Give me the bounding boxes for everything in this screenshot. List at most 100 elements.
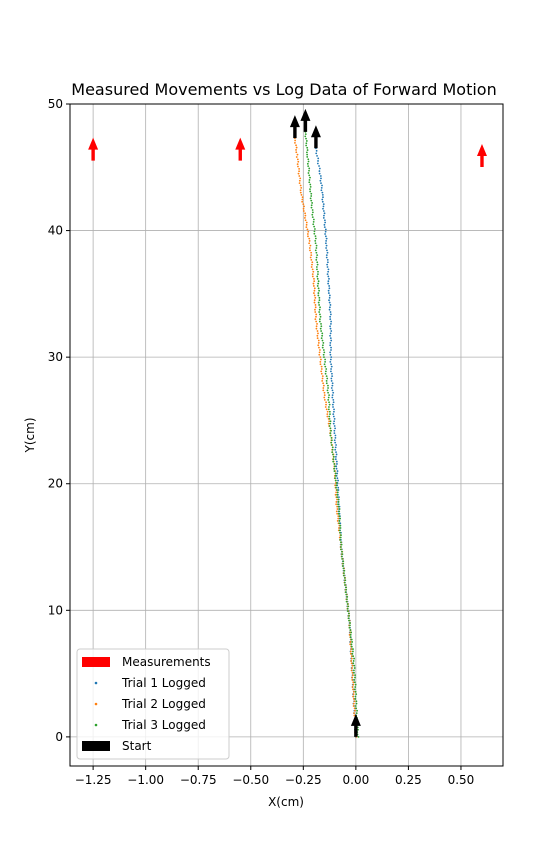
data-point: [329, 344, 332, 347]
data-point: [329, 318, 332, 321]
data-point: [352, 662, 355, 665]
series-trial-3: [304, 130, 360, 738]
data-point: [314, 228, 316, 230]
data-point: [331, 384, 334, 387]
data-point: [307, 160, 310, 163]
data-point: [311, 216, 314, 219]
data-point: [321, 379, 324, 382]
data-point: [337, 486, 340, 489]
data-point: [345, 600, 348, 603]
data-point: [316, 275, 319, 278]
data-point: [354, 695, 357, 698]
data-point: [316, 261, 319, 264]
data-point: [330, 436, 333, 439]
data-point: [313, 289, 316, 292]
data-point: [329, 427, 332, 430]
data-point: [336, 505, 339, 508]
start-arrow: [310, 125, 321, 149]
data-point: [321, 334, 324, 337]
x-tick-label: −0.50: [232, 773, 269, 787]
data-point: [335, 444, 337, 446]
data-point: [294, 141, 296, 144]
data-point: [310, 206, 313, 209]
data-point: [336, 472, 339, 475]
data-point: [295, 151, 298, 154]
data-point: [311, 202, 314, 204]
data-point: [352, 693, 355, 696]
data-point: [338, 520, 341, 522]
data-point: [309, 190, 312, 193]
data-point: [320, 189, 323, 192]
data-point: [322, 353, 325, 356]
data-point: [310, 258, 313, 261]
data-point: [295, 149, 297, 151]
data-point: [337, 512, 340, 515]
data-point: [310, 204, 313, 207]
data-point: [337, 498, 340, 501]
data-point: [339, 548, 342, 551]
data-point: [320, 325, 323, 328]
data-point: [354, 698, 357, 700]
data-point: [334, 436, 337, 439]
data-point: [318, 353, 321, 356]
data-point: [352, 695, 354, 698]
data-point: [309, 185, 312, 188]
data-point: [335, 467, 338, 470]
data-point: [350, 645, 353, 648]
data-point: [327, 408, 330, 411]
data-point: [329, 420, 332, 423]
data-point: [317, 294, 320, 297]
data-point: [353, 667, 356, 669]
data-point: [336, 498, 338, 501]
data-point: [321, 377, 324, 380]
data-point: [332, 406, 334, 408]
data-point: [352, 674, 354, 677]
data-point: [315, 327, 318, 330]
data-point: [334, 479, 337, 482]
data-point: [323, 394, 326, 397]
data-point: [335, 501, 338, 503]
data-point: [352, 648, 354, 650]
data-point: [354, 686, 357, 688]
data-point: [324, 230, 327, 233]
data-point: [330, 330, 333, 332]
data-point: [321, 344, 324, 347]
data-point: [311, 213, 314, 216]
data-point: [325, 403, 327, 406]
x-tick-label: −1.25: [75, 773, 112, 787]
data-point: [322, 382, 325, 385]
data-point: [345, 593, 348, 596]
data-point: [302, 203, 305, 206]
data-point: [316, 334, 319, 337]
data-point: [353, 669, 355, 672]
data-point: [333, 408, 335, 411]
data-point: [326, 410, 329, 413]
data-point: [296, 163, 299, 166]
data-point: [306, 146, 309, 149]
legend-marker: [94, 702, 98, 706]
data-point: [308, 169, 310, 172]
x-axis-label: X(cm): [268, 795, 304, 809]
data-point: [357, 735, 360, 738]
data-point: [324, 358, 327, 361]
data-point: [315, 258, 318, 261]
data-point: [301, 198, 304, 201]
data-point: [338, 527, 340, 529]
data-point: [330, 365, 333, 368]
data-point: [332, 422, 335, 425]
data-point: [305, 144, 308, 147]
data-point: [325, 382, 328, 385]
data-point: [310, 254, 313, 257]
data-point: [337, 501, 340, 503]
data-point: [336, 512, 339, 515]
data-point: [313, 287, 316, 290]
data-point: [316, 268, 318, 271]
data-point: [332, 413, 335, 416]
data-point: [305, 137, 307, 140]
data-point: [324, 365, 327, 368]
data-point: [352, 688, 354, 691]
data-point: [311, 273, 314, 275]
data-point: [301, 200, 304, 203]
data-point: [346, 610, 349, 613]
data-point: [328, 308, 331, 311]
